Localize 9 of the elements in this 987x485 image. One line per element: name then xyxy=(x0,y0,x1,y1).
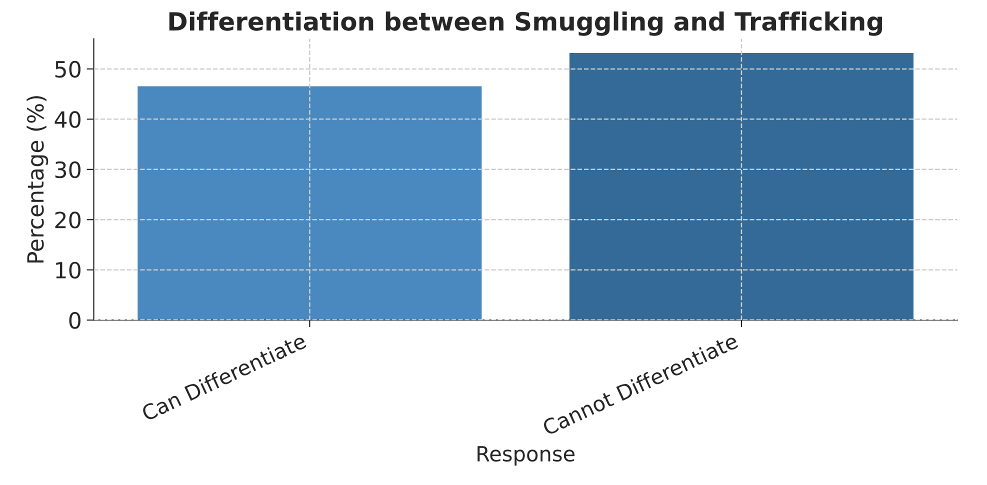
chart-title: Differentiation between Smuggling and Trafficking xyxy=(169,11,882,36)
y-axis-title: Percentage (%) xyxy=(26,96,48,263)
y-tick-label: 10 xyxy=(56,262,80,279)
y-tick-label: 40 xyxy=(54,111,80,128)
x-axis-title: Response xyxy=(478,446,574,466)
y-tick-label: 50 xyxy=(55,60,80,78)
y-tick-label: 20 xyxy=(55,212,80,228)
y-tick-label: 30 xyxy=(55,161,80,178)
y-tick-label: 0 xyxy=(69,312,80,329)
